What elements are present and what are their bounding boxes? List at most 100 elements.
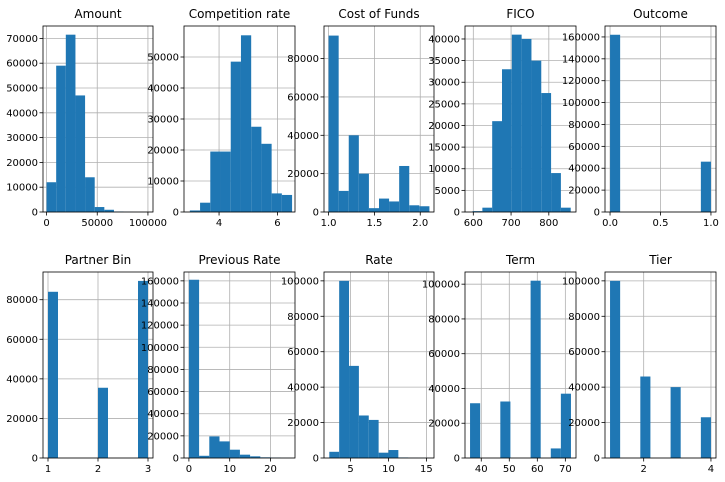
bar-competition-rate-1 [200,202,211,212]
y-tick-label-fico: 0 [454,208,460,219]
panel-partner-bin: Partner Bin 1 2 3 0 20000 40000 60000 80000 [6,253,154,475]
y-tick-label-partner-bin: 40000 [6,374,38,385]
bar-partner-bin-0 [48,291,58,458]
x-tick-label-outcome: 0.0 [602,218,618,229]
bar-fico-6 [531,60,542,213]
bar-term-0 [470,403,481,458]
panel-tier: Tier 2 4 0 20000 40000 60000 80000 100000 [562,253,717,475]
y-tick-label-fico: 5000 [435,186,460,197]
x-tick-label-fico: 700 [502,218,521,229]
x-tick-label-cost-of-funds: 1.5 [366,218,382,229]
bar-previous-rate-3 [219,441,230,458]
y-tick-label-competition-rate: 20000 [147,146,179,157]
y-tick-label-previous-rate: 100000 [141,343,179,354]
y-tick-label-term: 0 [454,454,460,465]
x-tick-label-fico: 800 [539,218,558,229]
bar-fico-0 [472,211,483,212]
x-tick-label-amount: 50000 [81,218,113,229]
x-tick-label-amount: 100000 [129,218,167,229]
y-tick-label-tier: 0 [594,454,600,465]
bar-competition-rate-4 [230,61,241,213]
y-tick-label-cost-of-funds: 0 [313,208,319,219]
axes-frame-term [464,271,577,459]
bar-previous-rate-0 [188,279,200,458]
x-tick-label-amount: 0 [43,218,49,229]
bar-term-3 [550,448,561,458]
y-tick-label-previous-rate: 140000 [141,299,179,310]
bar-fico-4 [511,34,522,213]
bar-previous-rate-6 [250,456,261,458]
x-tick-label-rate: 10 [382,464,395,475]
chart-title-amount: Amount [74,7,121,21]
y-tick-label-fico: 10000 [428,164,460,175]
y-tick-label-tier: 100000 [562,276,600,287]
y-tick-label-amount: 50000 [6,84,38,95]
panel-fico: FICO 600 700 800 0 5000 10000 15000 20000 25000 30… [428,7,577,229]
y-tick-label-cost-of-funds: 40000 [287,131,319,142]
axes-frame-amount [42,25,154,213]
x-tick-label-cost-of-funds: 2.0 [412,218,428,229]
bar-fico-9 [560,207,571,212]
bar-cost-of-funds-1 [338,190,349,212]
x-tick-label-previous-rate: 20 [264,464,277,475]
y-tick-label-rate: 60000 [287,347,319,358]
y-tick-label-outcome: 80000 [568,120,600,131]
bar-rate-6 [388,450,399,458]
bar-tier-3 [700,417,711,458]
chart-title-outcome: Outcome [633,7,688,21]
bar-fico-8 [551,173,561,212]
y-tick-label-partner-bin: 60000 [6,335,38,346]
bar-rate-2 [349,365,359,458]
y-tick-label-competition-rate: 10000 [147,177,179,188]
panel-cost-of-funds: Cost of Funds 1.0 1.5 2.0 0 20000 40000 60000 80… [287,7,435,229]
x-tick-label-partner-bin: 2 [95,464,101,475]
y-tick-label-cost-of-funds: 20000 [287,169,319,180]
bar-competition-rate-3 [220,151,231,212]
bar-cost-of-funds-8 [409,205,420,212]
y-tick-label-outcome: 20000 [568,186,600,197]
y-tick-label-rate: 100000 [281,276,319,287]
bar-term-4 [560,393,571,458]
y-tick-label-amount: 60000 [6,59,38,70]
y-tick-label-fico: 20000 [428,121,460,132]
bar-competition-rate-0 [189,210,201,212]
bar-partner-bin-2 [138,280,148,458]
y-tick-label-term: 60000 [428,349,460,360]
bar-amount-2 [65,34,76,213]
chart-title-term: Term [505,253,535,267]
y-tick-label-amount: 0 [32,208,38,219]
x-tick-label-outcome: 0.5 [653,218,669,229]
y-tick-label-fico: 35000 [428,56,460,67]
bar-fico-2 [492,121,502,212]
bar-competition-rate-8 [271,193,282,212]
bar-cost-of-funds-0 [328,35,339,212]
y-tick-label-previous-rate: 20000 [147,431,179,442]
axes-frame-previous-rate [183,271,296,459]
x-tick-label-tier: 4 [708,464,714,475]
axes-frame-fico [464,25,577,213]
y-tick-label-outcome: 0 [594,208,600,219]
bar-outcome-1 [700,161,711,212]
y-tick-label-term: 100000 [422,280,460,291]
x-tick-label-rate: 15 [420,464,433,475]
chart-title-partner-bin: Partner Bin [65,253,132,267]
y-tick-label-previous-rate: 40000 [147,409,179,420]
bar-cost-of-funds-9 [419,206,430,212]
chart-title-cost-of-funds: Cost of Funds [338,7,419,21]
y-tick-label-previous-rate: 160000 [141,276,179,287]
x-tick-label-term: 50 [503,464,516,475]
bar-tier-1 [640,376,651,458]
y-tick-label-rate: 80000 [287,312,319,323]
y-tick-label-rate: 40000 [287,383,319,394]
bar-rate-0 [329,451,340,458]
bar-previous-rate-4 [229,449,240,458]
chart-title-fico: FICO [506,7,534,21]
x-tick-label-term: 40 [475,464,488,475]
axes-frame-tier [604,271,717,459]
bar-rate-3 [358,415,369,458]
y-tick-label-rate: 0 [313,454,319,465]
bar-competition-rate-7 [261,143,272,212]
y-tick-label-outcome: 120000 [562,76,600,87]
bar-tier-2 [670,387,681,458]
y-tick-label-amount: 30000 [6,133,38,144]
